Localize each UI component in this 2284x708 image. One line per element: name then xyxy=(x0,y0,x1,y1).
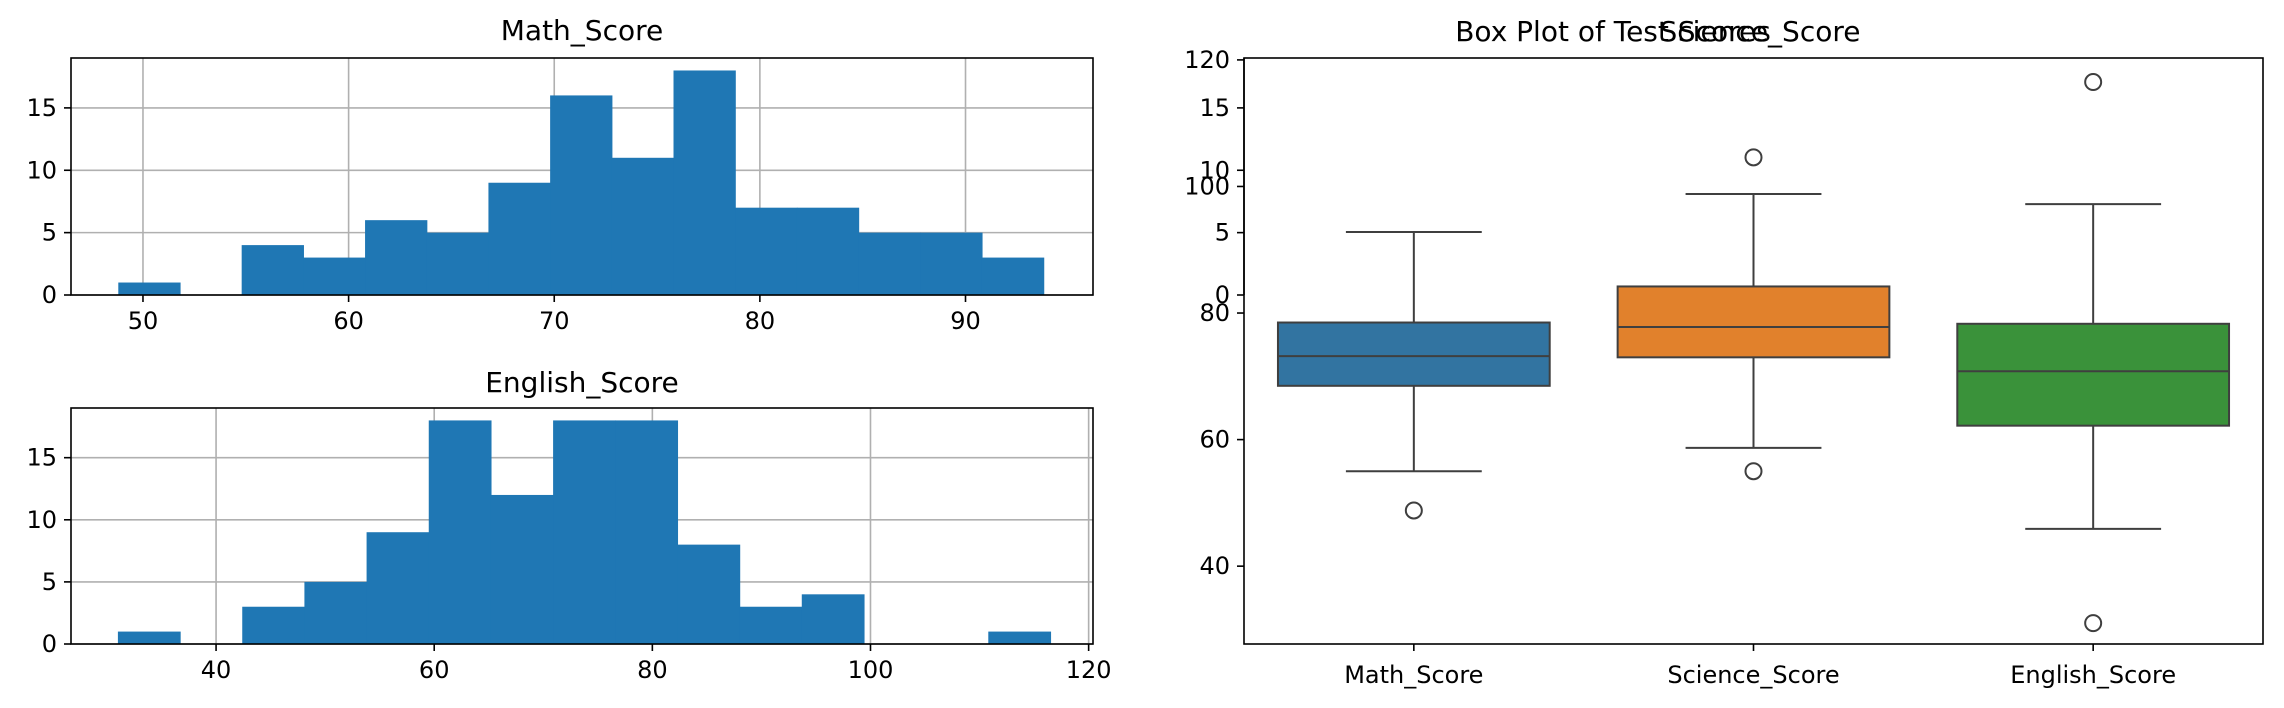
box-ytick-label: 40 xyxy=(1199,552,1230,580)
box-outlier xyxy=(1744,462,1763,481)
box-iqr xyxy=(1616,285,1891,359)
math-score-title: Math_Score xyxy=(501,14,663,47)
math-hist-xtick-label: 50 xyxy=(128,307,159,335)
english-hist-frame xyxy=(70,407,1094,645)
english-hist-bar xyxy=(304,581,368,644)
english-hist-ytick-label: 0 xyxy=(42,630,57,658)
math-hist-bar xyxy=(735,207,798,295)
math-hist-bar xyxy=(488,182,551,295)
box-ytick-label: 100 xyxy=(1184,172,1230,200)
science-score-overlay-axes: Science_Score 0 5 10 15 xyxy=(1199,15,1860,309)
math-hist-bar xyxy=(796,207,860,295)
math-hist-bar xyxy=(426,232,490,295)
english-hist-bar xyxy=(739,606,803,644)
overlay-ytick-label: 10 xyxy=(1199,156,1230,184)
english-hist-xtick-label: 60 xyxy=(419,656,450,684)
math-hist-ytick-label: 5 xyxy=(42,219,57,247)
english-score-histogram: English_Score 40 60 80 100 120 0 5 10 15 xyxy=(26,366,1111,684)
english-hist-bar xyxy=(553,420,616,644)
box-iqr xyxy=(1956,322,2231,427)
box-outlier xyxy=(1404,501,1423,520)
english-hist-ytick-label: 15 xyxy=(26,444,57,472)
english-hist-xtick-label: 80 xyxy=(637,656,668,684)
english-hist-xtick-label: 40 xyxy=(201,656,232,684)
box-xtick-label: Math_Score xyxy=(1344,661,1483,689)
box-plot-title: Box Plot of Test Scores xyxy=(1455,15,1771,48)
math-hist-bar xyxy=(118,282,181,295)
box-ytick-label: 120 xyxy=(1184,46,1230,74)
box-frame xyxy=(1243,57,2264,645)
math-hist-bar xyxy=(365,220,428,295)
math-hist-bar xyxy=(241,245,304,295)
science-score-title: Science_Score xyxy=(1660,15,1861,48)
box-xtick-label: English_Score xyxy=(2010,661,2176,689)
math-hist-ytick-label: 15 xyxy=(26,94,57,122)
math-hist-bar xyxy=(858,232,921,295)
english-hist-xtick-label: 120 xyxy=(1066,656,1112,684)
math-hist-bar xyxy=(611,157,675,295)
math-hist-ytick-label: 0 xyxy=(42,281,57,309)
box-iqr xyxy=(1276,321,1551,387)
math-hist-xtick-label: 70 xyxy=(539,307,570,335)
box-outlier xyxy=(2084,73,2103,92)
box-xtick-label: Science_Score xyxy=(1667,661,1839,689)
math-hist-bar xyxy=(550,95,613,295)
english-hist-xtick-label: 100 xyxy=(848,656,894,684)
english-hist-ytick-label: 5 xyxy=(42,568,57,596)
box-ytick-label: 60 xyxy=(1199,426,1230,454)
math-hist-xtick-label: 60 xyxy=(333,307,364,335)
math-hist-frame xyxy=(70,57,1094,296)
english-hist-ytick-label: 10 xyxy=(26,506,57,534)
english-hist-bar xyxy=(428,420,492,644)
box-plot: Box Plot of Test Scores Math_Score Scienc… xyxy=(1184,15,2264,689)
english-hist-bar xyxy=(801,594,865,644)
overlay-ytick-label: 0 xyxy=(1215,281,1230,309)
math-score-histogram: Math_Score 50 60 70 80 90 0 5 10 15 xyxy=(26,14,1094,335)
english-hist-bar xyxy=(366,532,430,644)
english-hist-bar xyxy=(988,631,1052,644)
math-hist-bar xyxy=(920,232,983,295)
box-outlier xyxy=(2084,614,2103,633)
english-hist-bar xyxy=(490,494,554,644)
overlay-ytick-label: 15 xyxy=(1199,94,1230,122)
math-hist-bar xyxy=(981,257,1045,295)
math-hist-xtick-label: 90 xyxy=(950,307,981,335)
english-hist-bar xyxy=(677,544,741,644)
english-hist-bar xyxy=(242,606,306,644)
english-score-title: English_Score xyxy=(485,366,679,399)
english-hist-bar xyxy=(117,631,181,644)
box-ytick-label: 80 xyxy=(1199,299,1230,327)
math-hist-xtick-label: 80 xyxy=(745,307,776,335)
overlay-ytick-label: 5 xyxy=(1215,219,1230,247)
math-hist-bar xyxy=(673,70,736,295)
english-hist-bar xyxy=(615,420,679,644)
math-hist-bar xyxy=(303,257,366,295)
box-outlier xyxy=(1744,148,1763,167)
math-hist-ytick-label: 10 xyxy=(26,156,57,184)
